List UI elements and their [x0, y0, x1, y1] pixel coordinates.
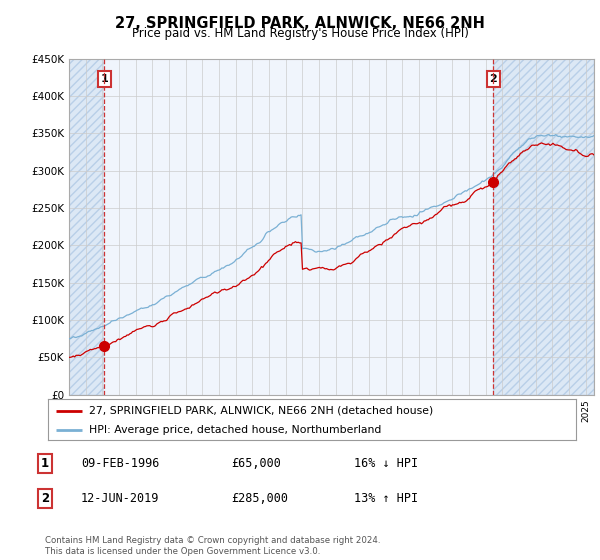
Text: 27, SPRINGFIELD PARK, ALNWICK, NE66 2NH: 27, SPRINGFIELD PARK, ALNWICK, NE66 2NH: [115, 16, 485, 31]
Text: 2: 2: [489, 74, 497, 84]
Bar: [104, 59, 493, 395]
Bar: [493, 59, 594, 395]
Text: 09-FEB-1996: 09-FEB-1996: [81, 457, 160, 470]
Text: £285,000: £285,000: [231, 492, 288, 505]
Text: 27, SPRINGFIELD PARK, ALNWICK, NE66 2NH (detached house): 27, SPRINGFIELD PARK, ALNWICK, NE66 2NH …: [89, 405, 433, 416]
Text: £65,000: £65,000: [231, 457, 281, 470]
Text: 16% ↓ HPI: 16% ↓ HPI: [354, 457, 418, 470]
Text: HPI: Average price, detached house, Northumberland: HPI: Average price, detached house, Nort…: [89, 424, 382, 435]
Bar: [69, 59, 104, 395]
Text: Price paid vs. HM Land Registry's House Price Index (HPI): Price paid vs. HM Land Registry's House …: [131, 27, 469, 40]
Bar: [69, 59, 104, 395]
Text: 2: 2: [41, 492, 49, 505]
Text: 12-JUN-2019: 12-JUN-2019: [81, 492, 160, 505]
Text: Contains HM Land Registry data © Crown copyright and database right 2024.
This d: Contains HM Land Registry data © Crown c…: [45, 536, 380, 556]
Bar: [493, 59, 594, 395]
Text: 1: 1: [100, 74, 108, 84]
Text: 13% ↑ HPI: 13% ↑ HPI: [354, 492, 418, 505]
Text: 1: 1: [41, 457, 49, 470]
